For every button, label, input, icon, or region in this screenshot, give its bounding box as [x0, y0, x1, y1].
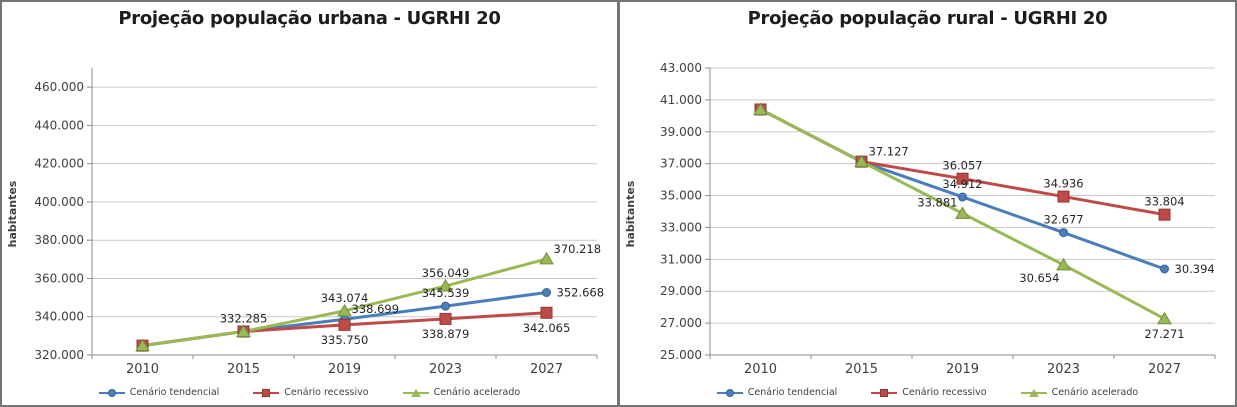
x-category-label: 2027 — [530, 362, 563, 377]
data-label: 36.057 — [942, 159, 982, 173]
data-label: 370.218 — [554, 242, 602, 256]
y-tick-label: 320.000 — [34, 348, 84, 362]
marker-square-cenario-recessivo — [338, 318, 351, 331]
data-label: 345.539 — [422, 286, 470, 300]
marker-triangle-cenario-acelerado — [438, 279, 453, 292]
data-label: 356.049 — [422, 266, 470, 280]
marker-square-cenario-recessivo — [439, 312, 452, 325]
x-category-label: 2015 — [845, 362, 878, 377]
data-label: 343.074 — [321, 291, 369, 305]
legend-label: Cenário acelerado — [433, 387, 521, 398]
legend-line-marker-circle-icon — [716, 387, 743, 398]
marker-triangle-cenario-acelerado — [955, 206, 970, 219]
y-tick-label: 460.000 — [34, 80, 84, 94]
rural-chart-panel: Projeção população rural - UGRHI 20 25.0… — [620, 2, 1235, 405]
data-label: 342.065 — [523, 321, 571, 335]
marker-circle-cenario-tendencial — [1160, 264, 1169, 274]
legend-item-cenario-recessivo: Cenário recessivo — [871, 387, 987, 398]
legend-item-cenario-tendencial: Cenário tendencial — [716, 387, 838, 398]
y-axis-title: habitantes — [6, 180, 19, 247]
y-tick-label: 340.000 — [34, 310, 84, 324]
data-label: 27.271 — [1144, 327, 1184, 341]
x-category-label: 2027 — [1148, 362, 1181, 377]
marker-triangle-cenario-acelerado — [1157, 311, 1172, 325]
legend-line-marker-square-icon — [253, 387, 280, 398]
legend-line-marker-circle-icon — [98, 387, 125, 398]
y-axis-title: habitantes — [624, 180, 637, 247]
x-category-label: 2010 — [126, 362, 159, 377]
chart-title-urban: Projeção população urbana - UGRHI 20 — [118, 8, 501, 29]
marker-circle-cenario-tendencial — [958, 192, 967, 202]
marker-circle-cenario-tendencial — [1059, 228, 1068, 238]
y-tick-label: 33.000 — [660, 220, 702, 234]
data-label: 335.750 — [321, 333, 369, 347]
y-tick-label: 400.000 — [34, 195, 84, 209]
y-tick-label: 25.000 — [660, 348, 702, 362]
chart-legend-rural: Cenário tendencial Cenário recessivo Cen… — [620, 387, 1235, 398]
legend-line-marker-triangle-icon — [402, 387, 429, 398]
data-label: 37.127 — [869, 145, 909, 159]
legend-item-cenario-acelerado: Cenário acelerado — [402, 387, 521, 398]
marker-triangle-cenario-acelerado — [236, 324, 251, 337]
x-category-label: 2015 — [227, 362, 260, 377]
legend-item-cenario-tendencial: Cenário tendencial — [98, 387, 220, 398]
chart-legend-urban: Cenário tendencial Cenário recessivo Cen… — [2, 387, 617, 398]
y-tick-label: 440.000 — [34, 118, 84, 132]
data-label: 33.881 — [917, 195, 957, 209]
chart-title-rural: Projeção população rural - UGRHI 20 — [747, 8, 1108, 29]
marker-triangle-cenario-acelerado — [135, 338, 150, 352]
data-label: 33.804 — [1144, 195, 1184, 209]
legend-label: Cenário tendencial — [747, 387, 838, 398]
marker-square-cenario-recessivo — [1057, 190, 1070, 203]
data-label: 34.912 — [942, 177, 982, 191]
y-tick-label: 39.000 — [660, 125, 702, 139]
legend-line-marker-triangle-icon — [1020, 387, 1047, 398]
data-label: 338.699 — [352, 302, 400, 316]
marker-triangle-cenario-acelerado — [854, 154, 869, 168]
marker-circle-cenario-tendencial — [441, 301, 450, 311]
y-tick-label: 27.000 — [660, 316, 702, 330]
legend-line-marker-square-icon — [871, 387, 898, 398]
marker-square-cenario-recessivo — [956, 172, 969, 185]
y-tick-label: 360.000 — [34, 271, 84, 285]
data-label: 338.879 — [422, 327, 470, 341]
y-tick-label: 31.000 — [660, 252, 702, 266]
legend-label: Cenário recessivo — [902, 387, 987, 398]
x-category-label: 2023 — [429, 362, 462, 377]
x-category-label: 2019 — [946, 362, 979, 377]
y-tick-label: 37.000 — [660, 157, 702, 171]
data-label: 32.677 — [1043, 213, 1083, 227]
y-tick-label: 29.000 — [660, 284, 702, 298]
legend-label: Cenário recessivo — [284, 387, 369, 398]
marker-triangle-cenario-acelerado — [753, 102, 768, 115]
y-tick-label: 43.000 — [660, 61, 702, 75]
legend-label: Cenário tendencial — [129, 387, 220, 398]
marker-triangle-cenario-acelerado — [337, 303, 352, 317]
marker-circle-cenario-tendencial — [542, 287, 551, 297]
y-tick-label: 41.000 — [660, 93, 702, 107]
legend-item-cenario-acelerado: Cenário acelerado — [1020, 387, 1139, 398]
data-label: 34.936 — [1043, 177, 1083, 191]
x-category-label: 2019 — [328, 362, 361, 377]
data-label: 352.668 — [557, 285, 605, 299]
y-tick-label: 35.000 — [660, 189, 702, 203]
x-category-label: 2010 — [744, 362, 777, 377]
legend-item-cenario-recessivo: Cenário recessivo — [253, 387, 369, 398]
y-tick-label: 420.000 — [34, 157, 84, 171]
urban-chart-panel: Projeção população urbana - UGRHI 20 320… — [2, 2, 620, 405]
data-label: 332.285 — [220, 311, 268, 325]
urban-chart-canvas: 320.000 340.000 360.000 380.000 400.000 420.0… — [6, 68, 605, 377]
marker-square-cenario-recessivo — [1158, 208, 1171, 221]
marker-square-cenario-recessivo — [540, 306, 553, 319]
marker-triangle-cenario-acelerado — [1056, 257, 1071, 271]
rural-chart-canvas: 25.000 27.000 29.000 31.000 33.000 35.000 37.0… — [624, 61, 1216, 377]
legend-label: Cenário acelerado — [1051, 387, 1139, 398]
data-label: 30.394 — [1175, 262, 1215, 276]
data-label: 30.654 — [1019, 271, 1059, 285]
marker-triangle-cenario-acelerado — [539, 251, 554, 265]
y-tick-label: 380.000 — [34, 233, 84, 247]
x-category-label: 2023 — [1047, 362, 1080, 377]
